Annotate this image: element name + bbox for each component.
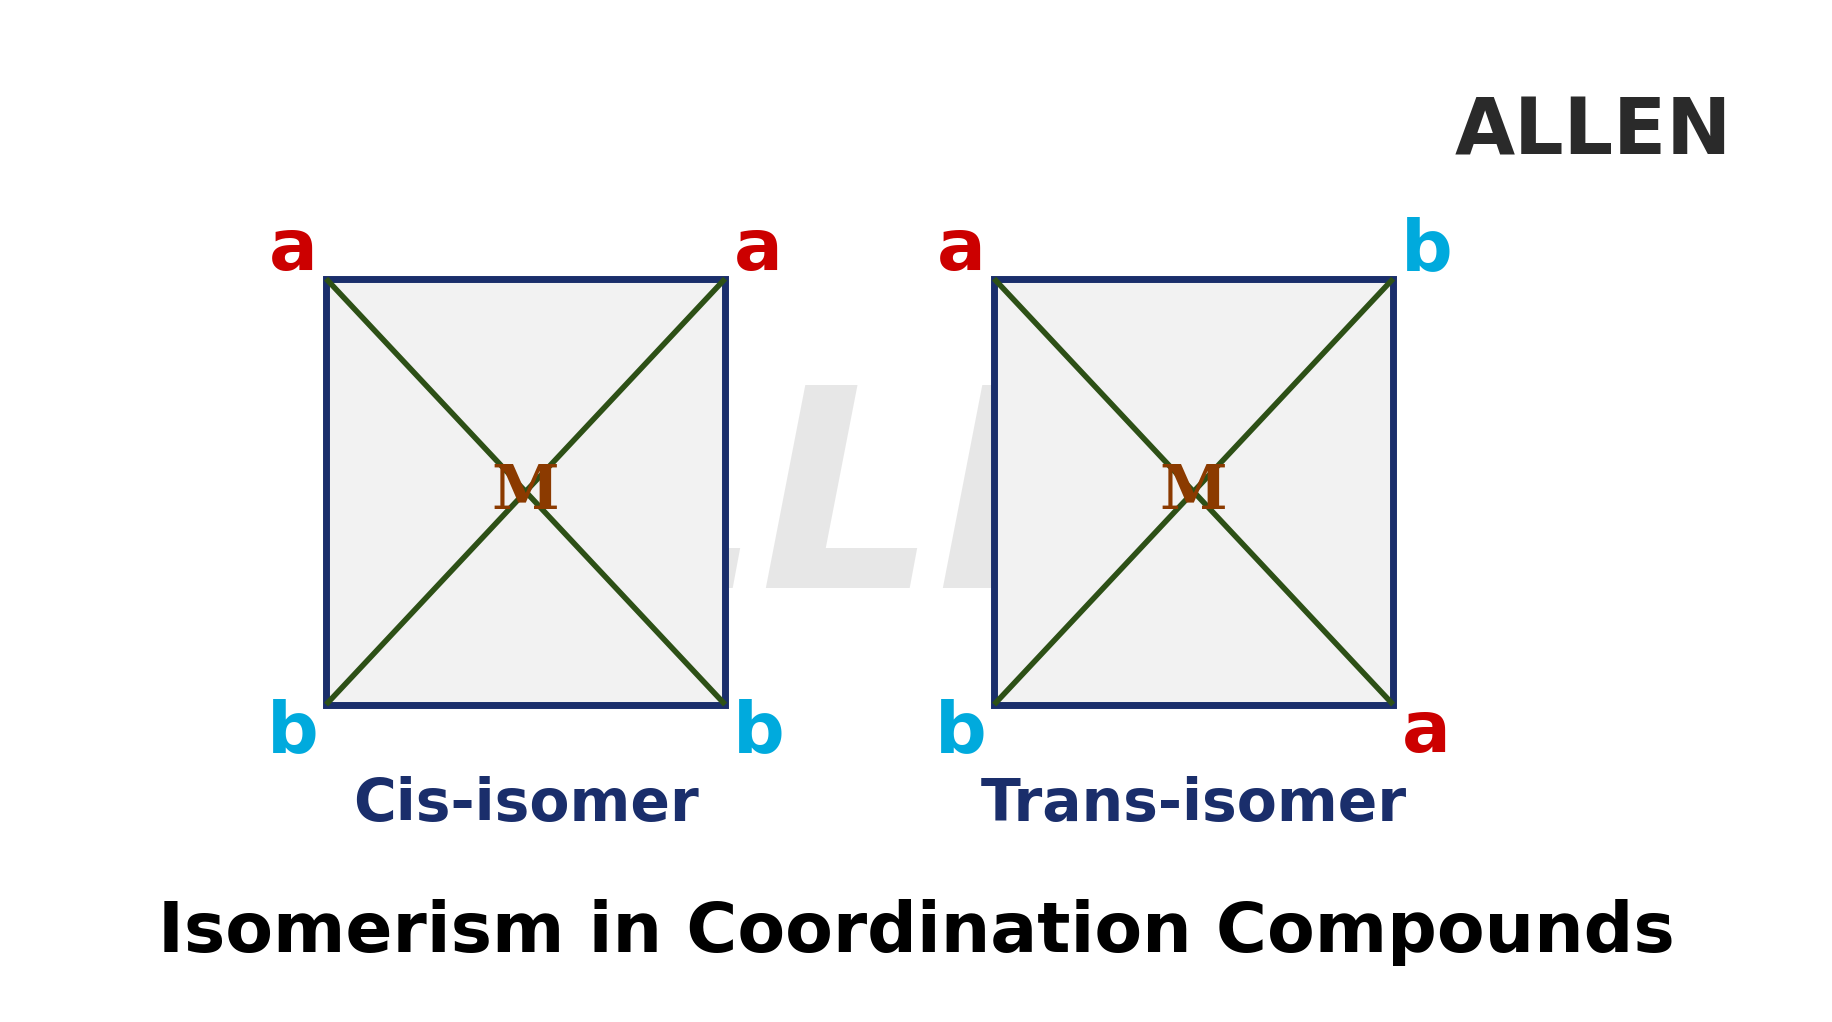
- Text: b: b: [934, 698, 987, 768]
- Text: a: a: [735, 216, 782, 285]
- Text: a: a: [1401, 698, 1451, 768]
- Text: ALLEN: ALLEN: [368, 376, 1359, 646]
- Text: Isomerism in Coordination Compounds: Isomerism in Coordination Compounds: [158, 898, 1674, 966]
- Text: M: M: [491, 462, 559, 521]
- Text: Cis-isomer: Cis-isomer: [354, 776, 698, 833]
- Bar: [995, 279, 1392, 704]
- Text: Trans-isomer: Trans-isomer: [980, 776, 1407, 833]
- Text: ALLEN: ALLEN: [1455, 95, 1731, 171]
- Text: a: a: [936, 216, 986, 285]
- Text: b: b: [267, 698, 319, 768]
- Text: b: b: [733, 698, 784, 768]
- Text: a: a: [269, 216, 317, 285]
- Text: M: M: [1160, 462, 1227, 521]
- Bar: [326, 279, 725, 704]
- Text: b: b: [1400, 216, 1453, 285]
